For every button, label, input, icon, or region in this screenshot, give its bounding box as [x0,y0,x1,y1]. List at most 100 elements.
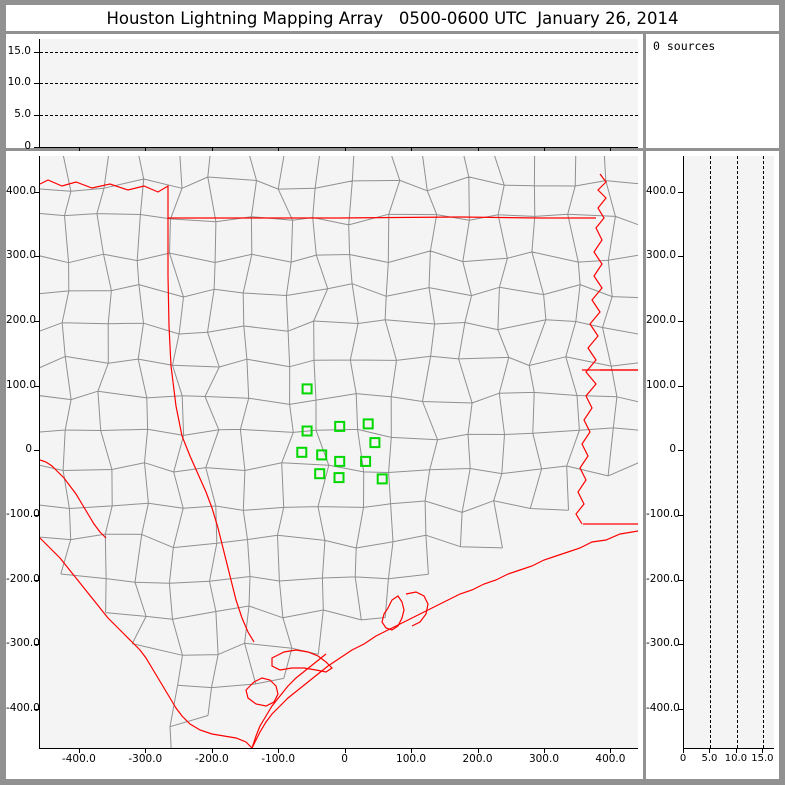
x-tick-mark [683,748,684,753]
x-tick-label: 15.0 [751,753,774,764]
y-tick-label: 400.0 [6,184,37,197]
y-tick-mark [34,83,39,85]
x-tick-mark [78,748,80,753]
y-tick-label: -200.0 [646,572,680,585]
y-tick-mark [34,515,39,517]
lma-station-marker [333,472,345,484]
y-tick-mark [34,709,39,711]
y-tick-label: 300.0 [6,249,37,262]
altitude-vs-east-panel: 05.010.015.0-400.0-300.0-200.0-100.00100… [6,34,643,164]
y-tick-label: 0 [25,443,32,456]
x-tick-label: -200.0 [194,753,229,765]
lma-station-marker [334,420,346,432]
y-tick-mark [34,644,39,646]
y-tick-mark [678,644,683,646]
altitude-vs-east-canvas [40,39,638,147]
matagorda-bay [271,649,333,673]
altitude-vs-north-plot[interactable] [683,156,774,749]
x-tick-mark [145,748,147,753]
state-border-ok-north [40,179,596,219]
coastline-gulf [251,530,638,748]
x-tick-mark [610,147,612,152]
lma-station-marker [316,449,328,461]
y-tick-mark [678,385,683,387]
y-tick-label: -400.0 [6,702,40,715]
y-tick-mark [678,191,683,193]
y-tick-mark [678,515,683,517]
lma-station-marker [362,418,374,430]
lma-station-marker [296,446,308,458]
y-tick-mark [34,147,39,148]
y-tick-label: -100.0 [646,508,680,521]
y-tick-label: 0 [24,140,31,152]
altitude-vs-east-plot[interactable] [39,39,638,148]
gridline [40,83,638,85]
gridline [40,51,638,53]
x-tick-label: 100.0 [396,753,427,765]
state-borders-layer [40,173,638,748]
y-tick-label: -100.0 [6,508,40,521]
source-count-label: 0 sources [653,39,716,53]
border-rio-grande-west [40,459,107,539]
state-border-la-north [582,369,638,371]
x-tick-mark [762,748,764,753]
x-tick-mark [278,147,280,152]
y-tick-mark [34,51,39,53]
plan-view-map-panel: -400.0 -300.0 -200.0 -100.0 0 100.0 200.0 300.0… [6,151,643,779]
x-tick-mark [543,147,545,152]
x-tick-mark [411,748,413,753]
x-tick-mark [278,748,280,753]
x-tick-mark [411,147,413,152]
source-count-panel: 0 sources [646,34,779,148]
y-tick-label: 100.0 [646,378,677,391]
y-tick-label: 10.0 [7,76,31,89]
x-tick-mark [477,147,479,152]
lma-station-marker [334,455,346,467]
x-tick-mark [78,147,80,152]
padre-island-inner [251,653,327,748]
page-title: Houston Lightning Mapping Array 0500-060… [106,8,679,28]
altitude-vs-north-panel: -400.0 -300.0 -200.0 -100.0 0 100.0 200.0 300.0… [646,151,779,779]
x-tick-mark [145,147,147,152]
y-tick-label: 300.0 [646,249,677,262]
gridline [736,156,738,748]
x-tick-label: -400.0 [61,753,96,765]
y-tick-mark [34,115,39,117]
y-tick-label: 15.0 [7,44,31,57]
y-tick-label: -300.0 [6,637,40,650]
lma-station-markers-layer [296,383,388,485]
y-tick-mark [678,579,683,581]
x-tick-mark [709,748,711,753]
y-tick-mark [34,320,39,322]
san-antonio-bay [245,677,279,707]
x-tick-label: 0 [679,753,687,764]
x-tick-mark [344,147,346,152]
y-tick-mark [34,256,39,258]
lma-station-marker [301,425,313,437]
x-tick-mark [211,748,213,753]
y-tick-label: 5.0 [14,108,31,121]
x-tick-label: -100.0 [261,753,296,765]
y-tick-label: 100.0 [6,378,37,391]
x-tick-label: 300.0 [528,753,559,765]
y-tick-label: 200.0 [646,313,677,326]
x-tick-mark [344,748,346,753]
x-tick-mark [543,748,545,753]
plan-view-map-plot[interactable] [39,156,638,749]
county-borders-layer [40,156,638,748]
x-tick-mark [477,748,479,753]
y-tick-label: -400.0 [646,702,680,715]
y-tick-mark [678,320,683,322]
x-tick-label: 5.0 [701,753,718,764]
altitude-vs-north-canvas [684,156,774,748]
y-tick-mark [34,450,39,452]
x-tick-mark [211,147,213,152]
state-border-tx-east [167,218,255,643]
title-bar: Houston Lightning Mapping Array 0500-060… [6,5,779,31]
lma-station-marker [301,383,313,395]
x-tick-mark [735,748,737,753]
lma-station-marker [376,473,388,485]
state-border-mississippi [575,173,607,525]
y-tick-mark [34,579,39,581]
